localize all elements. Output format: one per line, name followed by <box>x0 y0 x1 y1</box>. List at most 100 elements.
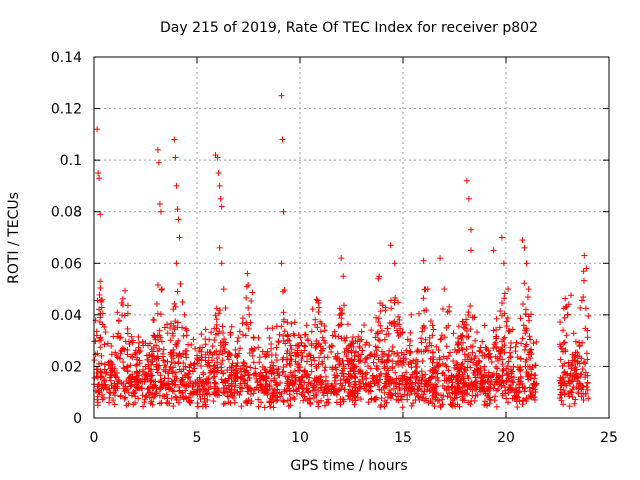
data-point <box>352 393 359 400</box>
data-point <box>524 363 531 370</box>
data-point <box>337 310 344 317</box>
data-point <box>211 325 218 332</box>
data-point <box>240 359 247 366</box>
data-point <box>332 381 339 388</box>
data-point <box>406 342 413 349</box>
data-point <box>582 374 589 381</box>
data-point <box>556 341 563 348</box>
data-point <box>377 322 384 329</box>
data-point <box>227 329 234 336</box>
data-point <box>585 312 592 319</box>
data-point <box>342 337 349 344</box>
data-point <box>515 389 522 396</box>
data-point <box>505 375 512 382</box>
data-point <box>300 368 307 375</box>
data-point <box>318 347 325 354</box>
data-point <box>525 313 532 320</box>
data-point <box>404 396 411 403</box>
data-point <box>365 382 372 389</box>
data-point <box>170 355 177 362</box>
data-point <box>491 397 498 404</box>
data-point <box>259 383 266 390</box>
data-point <box>209 357 216 364</box>
data-point <box>514 354 521 361</box>
data-point <box>175 399 182 406</box>
data-point <box>101 361 108 368</box>
data-point <box>99 310 106 317</box>
data-point <box>140 403 147 410</box>
data-point <box>341 386 348 393</box>
data-point <box>172 393 179 400</box>
data-point <box>454 342 461 349</box>
data-point <box>172 154 179 161</box>
data-point <box>219 338 226 345</box>
data-point <box>373 314 380 321</box>
data-point <box>287 355 294 362</box>
data-point <box>147 373 154 380</box>
data-point <box>243 382 250 389</box>
data-point <box>299 373 306 380</box>
y-tick-label: 0.02 <box>51 359 82 375</box>
data-point <box>504 314 511 321</box>
data-point <box>582 369 589 376</box>
data-point <box>196 348 203 355</box>
data-point <box>192 345 199 352</box>
data-point <box>211 362 218 369</box>
data-point <box>358 351 365 358</box>
data-point <box>522 306 529 313</box>
data-point <box>386 387 393 394</box>
data-point <box>468 397 475 404</box>
data-point <box>481 363 488 370</box>
data-point <box>156 386 163 393</box>
data-point <box>110 397 117 404</box>
data-point <box>167 385 174 392</box>
data-point <box>268 340 275 347</box>
data-point <box>232 374 239 381</box>
data-point <box>444 393 451 400</box>
data-point <box>113 352 120 359</box>
data-point <box>212 391 219 398</box>
data-point <box>148 376 155 383</box>
data-point <box>227 400 234 407</box>
data-point <box>339 382 346 389</box>
data-point <box>471 355 478 362</box>
data-point <box>196 374 203 381</box>
data-point <box>425 347 432 354</box>
chart-title: Day 215 of 2019, Rate Of TEC Index for r… <box>160 20 538 36</box>
data-point <box>313 343 320 350</box>
data-point <box>355 368 362 375</box>
data-point <box>181 311 188 318</box>
data-point <box>418 335 425 342</box>
data-point <box>439 396 446 403</box>
data-point <box>425 377 432 384</box>
data-point <box>171 381 178 388</box>
data-point <box>97 334 104 341</box>
data-point <box>229 360 236 367</box>
data-point <box>96 337 103 344</box>
data-point <box>119 295 126 302</box>
data-point <box>216 244 223 251</box>
data-point <box>220 329 227 336</box>
data-point <box>422 336 429 343</box>
data-point <box>403 347 410 354</box>
data-point <box>95 170 102 177</box>
data-point <box>474 391 481 398</box>
data-point <box>505 358 512 365</box>
data-point <box>188 397 195 404</box>
data-point <box>294 367 301 374</box>
data-point <box>386 319 393 326</box>
data-point <box>365 363 372 370</box>
data-point <box>139 378 146 385</box>
data-point <box>338 255 345 262</box>
data-point <box>424 286 431 293</box>
data-point <box>524 294 531 301</box>
data-point <box>321 402 328 409</box>
data-point <box>221 348 228 355</box>
data-point <box>219 357 226 364</box>
data-point <box>178 377 185 384</box>
data-point <box>222 388 229 395</box>
data-point <box>220 389 227 396</box>
data-point <box>108 359 115 366</box>
data-point <box>99 383 106 390</box>
data-point <box>362 355 369 362</box>
